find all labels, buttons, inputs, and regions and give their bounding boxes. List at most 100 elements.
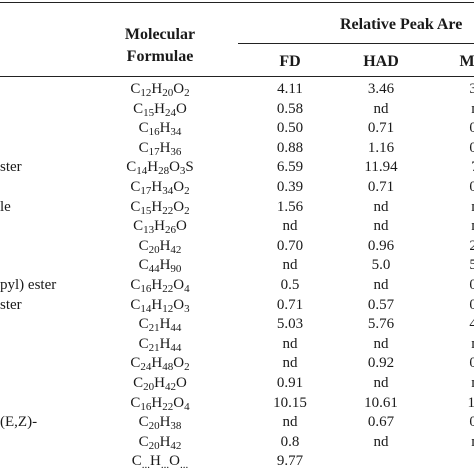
table-row: C21H44 nd nd n [0,335,474,354]
mw-value-cell: 0. [469,120,474,137]
formula-cell: C14H28O3S [126,159,194,178]
formula-cell: C24H48O2 [130,355,190,374]
had-value-cell: 0.92 [367,355,395,372]
table-row: (E,Z)- C20H38 nd 0.67 0. [0,413,474,432]
formula-header-line2: Formulae [126,48,194,65]
table-row: C44H90 nd 5.0 5. [0,256,474,275]
mw-value-cell: 0. [469,277,474,293]
formula-cell: C16H22O4 [130,394,190,413]
column-header-mw: MW [459,53,474,70]
compound-name-cell: ster [0,296,22,313]
formula-cell: C...H...O... [131,453,189,472]
formula-cell: C17H36 [138,139,182,158]
fd-value-cell: 0.88 [276,139,304,156]
mw-value-cell: n [430,198,474,217]
formula-cell: C16H22O4 [130,277,190,295]
compound-name-cell: pyl) ester [0,277,57,293]
group-header-rule [238,43,474,44]
fd-value-cell: 0.58 [276,100,304,117]
had-value-cell: 0.71 [367,120,395,137]
mw-value-cell: 0. [469,355,474,372]
formula-cell: C15H22O2 [130,198,190,217]
column-header-had: HAD [363,53,399,70]
had-value-cell: 0.96 [367,237,395,254]
had-value-cell: nd [373,433,389,450]
had-value-cell: nd [373,198,389,215]
formula-cell: C20H42 [138,433,182,452]
relative-peak-area-header: Relative Peak Are [340,16,463,33]
fd-value-cell: 5.03 [276,316,304,333]
mw-value-cell: 5. [469,257,474,274]
had-value-cell: nd [373,100,389,117]
fd-value-cell: 4.11 [277,81,303,97]
compound-name-cell: (E,Z)- [0,414,38,431]
mw-value-cell: 4. [469,316,474,333]
fd-value-cell: nd [282,414,298,431]
table-row: C...H...O... 9.77 [0,452,474,471]
had-value-cell: nd [373,218,389,235]
formula-header-line1: Molecular [124,26,196,43]
fd-value-cell: 0.8 [280,433,300,450]
fd-value-cell: 0.39 [276,179,304,195]
fd-value-cell: 0.50 [276,120,304,137]
formula-cell: C20H42 [138,237,182,256]
table-row: C20H42 0.8 nd n [0,433,474,452]
table-row: C20H42 0.70 0.96 2. [0,237,474,256]
fd-value-cell: 6.59 [276,159,304,176]
fd-value-cell: nd [282,355,298,372]
fd-value-cell: 0.70 [276,237,304,254]
table-row: le C15H22O2 1.56 nd n [0,198,474,217]
table-row: C13H26O nd nd n [0,217,474,236]
mw-value-cell: 7 [430,158,474,177]
formula-cell: C20H42O [133,375,187,393]
formula-cell: C14H12O3 [130,296,190,315]
table-row: C17H34O2 0.39 0.71 0. [0,178,474,197]
had-value-cell: 1.16 [367,139,395,156]
fd-value-cell: nd [282,218,298,235]
had-value-cell: 5.76 [367,316,395,333]
table-row: C12H20O2 4.11 3.46 3. [0,80,474,99]
fd-value-cell: 1.56 [276,198,304,215]
header-bottom-rule [0,76,474,77]
mw-value-cell: 0. [469,414,474,431]
fd-value-cell: 0.91 [276,375,304,391]
table-row: pyl) ester C16H22O4 0.5 nd 0. [0,276,474,295]
mw-value-cell: n [430,100,474,119]
had-value-cell: 10.61 [364,394,398,411]
mw-value-cell: 10 [467,394,474,411]
formula-cell: C15H24O [133,100,187,119]
mw-value-cell: 0. [469,179,474,195]
formula-cell: C12H20O2 [130,81,190,99]
formula-cell: C17H34O2 [130,179,190,197]
table-row: C24H48O2 nd 0.92 0. [0,354,474,373]
mw-value-cell: 3. [469,81,474,97]
fd-value-cell: 9.77 [276,453,304,470]
formula-cell: C21H44 [138,316,182,335]
mw-value-cell: n [430,217,474,236]
table-row: ster C14H28O3S 6.59 11.94 7 [0,158,474,177]
table-row: C17H36 0.88 1.16 0. [0,139,474,158]
had-value-cell: 5.0 [371,257,391,274]
fd-value-cell: 10.15 [273,394,307,411]
table-row: C16H22O4 10.15 10.61 10 [0,394,474,413]
had-value-cell: nd [373,375,389,391]
fd-value-cell: 0.5 [280,277,300,293]
formula-cell: C13H26O [133,218,187,237]
mw-value-cell: 0. [469,296,474,313]
fd-value-cell: 0.71 [276,296,304,313]
had-value-cell: 0.57 [367,296,395,313]
table-row: C15H24O 0.58 nd n [0,100,474,119]
mw-value-cell: 0. [469,139,474,156]
mw-value-cell: n [430,433,474,452]
fd-value-cell: nd [282,335,298,352]
had-value-cell: nd [373,335,389,352]
column-header-fd: FD [279,53,301,70]
mw-value-cell: n [430,374,474,393]
formula-cell: C44H90 [138,257,182,276]
mw-value-cell: 2. [469,237,474,254]
had-value-cell: 3.46 [367,81,395,97]
table-top-rule [0,2,474,3]
had-value-cell: nd [373,277,389,293]
had-value-cell: 11.94 [364,159,398,176]
